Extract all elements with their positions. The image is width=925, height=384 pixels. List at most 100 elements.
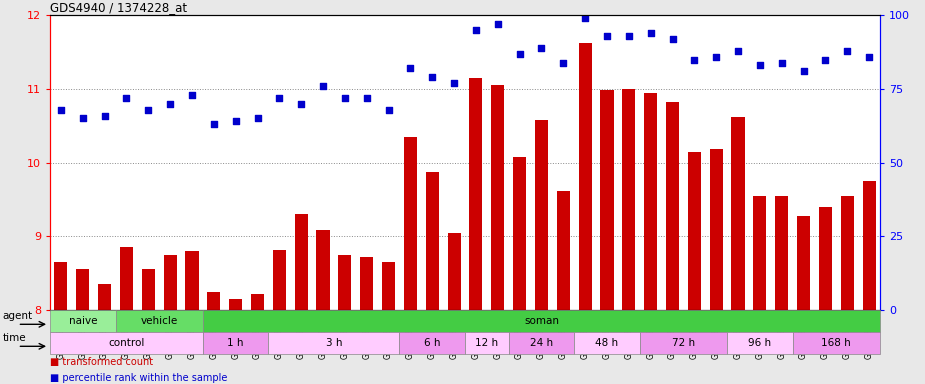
Bar [775,196,788,310]
Bar [339,255,352,310]
Point [403,65,418,71]
Bar [50,332,203,354]
Point [796,68,811,74]
Text: ■ transformed count: ■ transformed count [50,356,154,366]
Bar [55,262,68,310]
Bar [727,332,793,354]
Text: naive: naive [68,316,97,326]
Bar [229,299,242,310]
Text: GDS4940 / 1374228_at: GDS4940 / 1374228_at [50,1,187,14]
Text: 12 h: 12 h [475,338,499,348]
Bar [797,216,810,310]
Bar [841,196,854,310]
Point [862,53,877,60]
Point [665,36,680,42]
Bar [142,270,154,310]
Bar [793,332,880,354]
Bar [76,270,90,310]
Point [840,48,855,54]
Text: 24 h: 24 h [530,338,553,348]
Bar [382,262,395,310]
Bar [732,117,745,310]
Bar [557,191,570,310]
Point [75,116,90,122]
Bar [465,332,509,354]
Bar [273,250,286,310]
Point [447,80,462,86]
Point [381,107,396,113]
Text: control: control [108,338,144,348]
Point [54,107,68,113]
Bar [862,181,876,310]
Bar [164,255,177,310]
Bar [469,78,483,310]
Point [97,113,112,119]
Point [512,51,527,57]
Point [315,83,330,89]
Point [643,30,658,36]
Point [425,74,439,80]
Bar [509,332,574,354]
Point [490,21,505,27]
Point [119,95,134,101]
Bar [207,291,220,310]
Point [228,118,243,124]
Bar [295,214,308,310]
Bar [203,310,880,332]
Text: agent: agent [3,311,32,321]
Point [599,33,614,39]
Text: 6 h: 6 h [424,338,440,348]
Bar [116,310,203,332]
Text: 48 h: 48 h [596,338,619,348]
Bar [203,332,268,354]
Bar [251,294,264,310]
Bar [688,152,701,310]
Text: 1 h: 1 h [228,338,244,348]
Point [774,60,789,66]
Point [578,15,593,22]
Bar [600,91,613,310]
Bar [448,233,461,310]
Point [556,60,571,66]
Bar [491,85,504,310]
Bar [185,251,199,310]
Bar [535,120,548,310]
Bar [513,157,526,310]
Point [185,92,200,98]
Point [709,53,723,60]
Point [359,95,374,101]
Bar [666,102,679,310]
Bar [819,207,832,310]
Text: soman: soman [524,316,559,326]
Point [272,95,287,101]
Bar [709,149,722,310]
Text: 3 h: 3 h [326,338,342,348]
Bar [644,93,657,310]
Point [338,95,352,101]
Bar [574,332,640,354]
Text: time: time [3,333,26,343]
Bar [623,89,635,310]
Bar [316,230,329,310]
Point [687,56,702,63]
Point [250,116,265,122]
Point [534,45,549,51]
Bar [404,137,417,310]
Bar [120,247,133,310]
Text: 72 h: 72 h [672,338,695,348]
Point [818,56,833,63]
Text: ■ percentile rank within the sample: ■ percentile rank within the sample [50,373,228,383]
Bar [50,310,116,332]
Bar [753,196,767,310]
Bar [400,332,465,354]
Bar [360,257,374,310]
Text: vehicle: vehicle [141,316,178,326]
Point [206,121,221,127]
Text: 168 h: 168 h [821,338,851,348]
Point [731,48,746,54]
Bar [640,332,727,354]
Text: 96 h: 96 h [748,338,771,348]
Bar [98,284,111,310]
Point [469,27,484,33]
Bar [268,332,400,354]
